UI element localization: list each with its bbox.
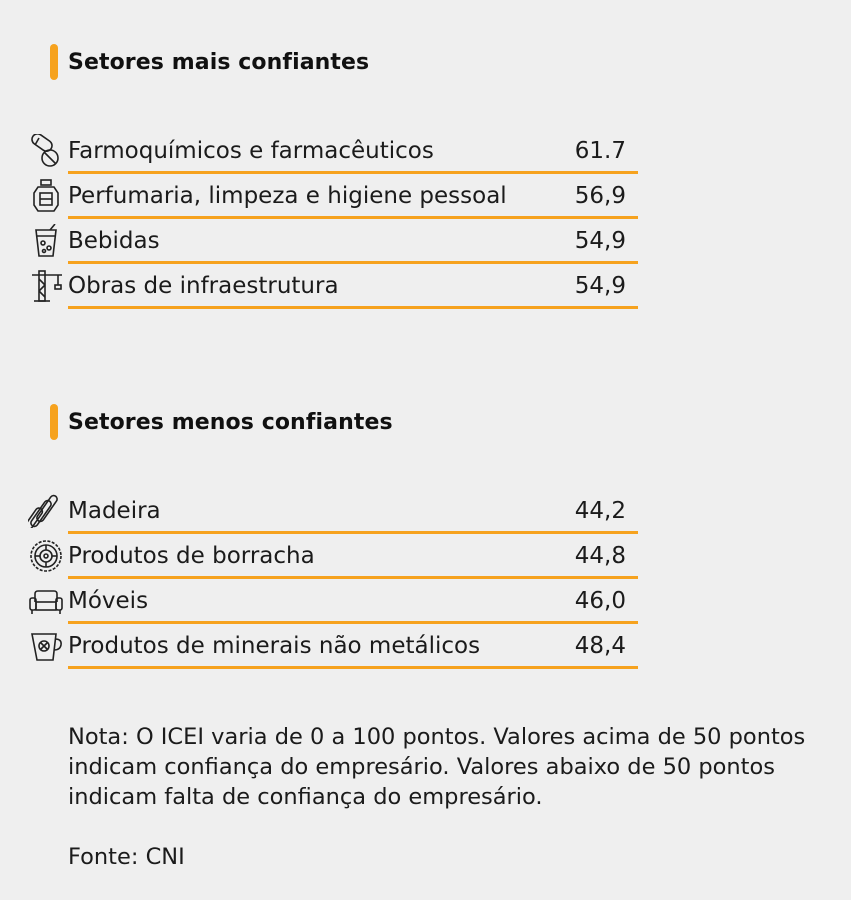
pills-icon xyxy=(28,134,64,168)
row-divider xyxy=(68,171,638,174)
crane-icon xyxy=(28,269,64,303)
wood-logs-icon xyxy=(28,494,64,528)
section-title-text: Setores menos confiantes xyxy=(68,409,393,435)
section-title-most-confident: Setores mais confiantes xyxy=(50,44,369,80)
row-label: Farmoquímicos e farmacêuticos xyxy=(68,138,434,164)
row-value: 44,2 xyxy=(574,498,626,524)
footnote: Nota: O ICEI varia de 0 a 100 pontos. Va… xyxy=(68,722,838,812)
section-title-text: Setores mais confiantes xyxy=(68,49,370,75)
table-row: Produtos de borracha 44,8 xyxy=(28,535,638,579)
table-row: Farmoquímicos e farmacêuticos 61.7 xyxy=(28,130,638,174)
perfume-bottle-icon xyxy=(28,179,64,213)
row-value: 54,9 xyxy=(574,273,626,299)
table-row: Produtos de minerais não metálicos 48,4 xyxy=(28,625,638,669)
drink-glass-icon xyxy=(28,224,64,258)
footnote-line: indicam confiança do empresário. Valores… xyxy=(68,754,775,780)
source-text: Fonte: CNI xyxy=(68,844,185,870)
row-divider xyxy=(68,216,638,219)
row-value: 56,9 xyxy=(574,183,626,209)
table-row: Perfumaria, limpeza e higiene pessoal 56… xyxy=(28,175,638,219)
row-divider xyxy=(68,576,638,579)
accent-bar xyxy=(50,404,58,440)
footnote-line: Nota: O ICEI varia de 0 a 100 pontos. Va… xyxy=(68,724,806,750)
sofa-icon xyxy=(28,584,64,618)
row-divider xyxy=(68,621,638,624)
row-label: Madeira xyxy=(68,498,161,524)
row-label: Móveis xyxy=(68,588,149,614)
row-label: Perfumaria, limpeza e higiene pessoal xyxy=(68,183,507,209)
tire-icon xyxy=(28,539,64,573)
row-value: 54,9 xyxy=(574,228,626,254)
row-label: Obras de infraestrutura xyxy=(68,273,339,299)
row-value: 44,8 xyxy=(574,543,626,569)
accent-bar xyxy=(50,44,58,80)
row-divider xyxy=(68,666,638,669)
row-label: Produtos de minerais não metálicos xyxy=(68,633,481,659)
section-title-least-confident: Setores menos confiantes xyxy=(50,404,393,440)
row-value: 48,4 xyxy=(574,633,626,659)
row-value: 61.7 xyxy=(574,138,626,164)
table-row: Móveis 46,0 xyxy=(28,580,638,624)
table-row: Obras de infraestrutura 54,9 xyxy=(28,265,638,309)
row-label: Bebidas xyxy=(68,228,160,254)
ceramic-mug-icon xyxy=(28,629,64,663)
row-divider xyxy=(68,261,638,264)
row-value: 46,0 xyxy=(574,588,626,614)
table-row: Madeira 44,2 xyxy=(28,490,638,534)
table-row: Bebidas 54,9 xyxy=(28,220,638,264)
row-divider xyxy=(68,306,638,309)
row-divider xyxy=(68,531,638,534)
row-label: Produtos de borracha xyxy=(68,543,315,569)
footnote-line: indicam falta de confiança do empresário… xyxy=(68,784,543,810)
